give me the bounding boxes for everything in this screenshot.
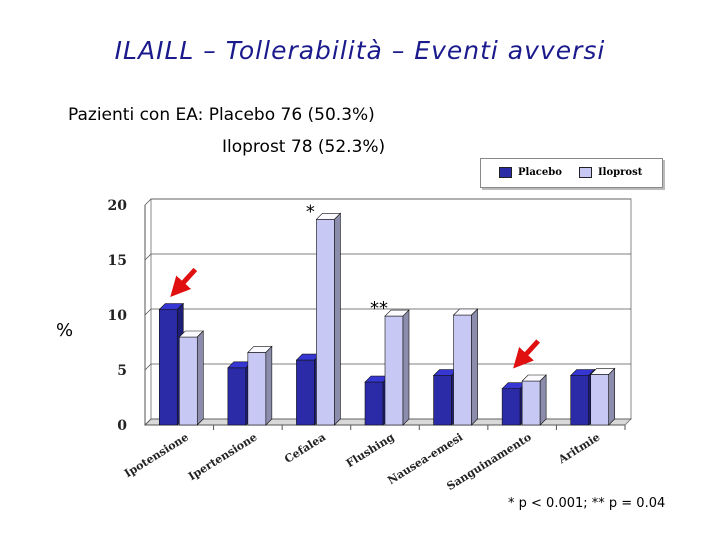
bar-placebo	[227, 367, 247, 426]
bar-iloprost	[453, 314, 472, 426]
bar-placebo	[501, 388, 521, 426]
bar-placebo	[158, 309, 178, 426]
subtitle-iloprost: Iloprost 78 (52.3%)	[222, 137, 386, 157]
bar-placebo	[296, 359, 315, 426]
bar-iloprost	[521, 380, 541, 426]
bar-placebo	[364, 381, 384, 426]
gridline-side	[144, 198, 152, 206]
red-arrow	[513, 339, 540, 369]
gridline-side	[144, 253, 152, 261]
y-axis-unit: %	[56, 320, 74, 341]
x-tick-label: Aritmie	[555, 431, 602, 467]
bar-side-iloprost	[608, 367, 616, 426]
gridline-side	[144, 363, 152, 371]
legend-label-placebo: Placebo	[518, 167, 562, 178]
bar-iloprost	[590, 374, 610, 426]
x-tick-label: Ipotensione	[122, 431, 191, 481]
bar-side-iloprost	[265, 345, 273, 426]
legend-item-placebo: Placebo	[499, 167, 562, 178]
bar-iloprost	[316, 219, 335, 426]
legend-label-iloprost: Iloprost	[598, 167, 643, 178]
red-arrow	[170, 267, 198, 298]
chart-legend: Placebo Iloprost	[480, 158, 663, 188]
slide-title: ILAILL – Tollerabilità – Eventi avversi	[114, 36, 606, 65]
bar-placebo	[433, 375, 452, 426]
bar-side-iloprost	[196, 330, 204, 426]
footnote: * p < 0.001; ** p = 0.04	[508, 496, 666, 511]
bar-iloprost	[384, 315, 404, 426]
legend-swatch-iloprost	[579, 167, 592, 178]
x-tick-label: Flushing	[344, 430, 397, 470]
bar-side-iloprost	[334, 212, 341, 426]
bar-iloprost	[178, 336, 198, 426]
y-tick-label: 10	[108, 308, 128, 324]
bar-side-iloprost	[402, 309, 410, 426]
y-tick-label: 0	[117, 418, 127, 434]
subtitle-placebo: Pazienti con EA: Placebo 76 (50.3%)	[68, 105, 375, 125]
bar-iloprost	[247, 352, 267, 426]
legend-item-iloprost: Iloprost	[579, 167, 642, 178]
x-tick-label: Cefalea	[282, 431, 328, 466]
significance-marker: *	[306, 201, 315, 222]
bar-side-iloprost	[539, 374, 547, 426]
significance-marker: **	[370, 298, 388, 319]
gridline-side	[144, 308, 152, 316]
bar-side-iloprost	[471, 308, 478, 426]
y-tick-label: 20	[108, 198, 128, 214]
legend-swatch-placebo	[499, 167, 512, 178]
y-tick-label: 15	[108, 253, 127, 269]
gridline-side	[144, 418, 152, 426]
x-tick-label: Ipertensione	[186, 431, 259, 484]
y-tick-label: 5	[117, 363, 127, 379]
bar-placebo	[570, 375, 590, 426]
